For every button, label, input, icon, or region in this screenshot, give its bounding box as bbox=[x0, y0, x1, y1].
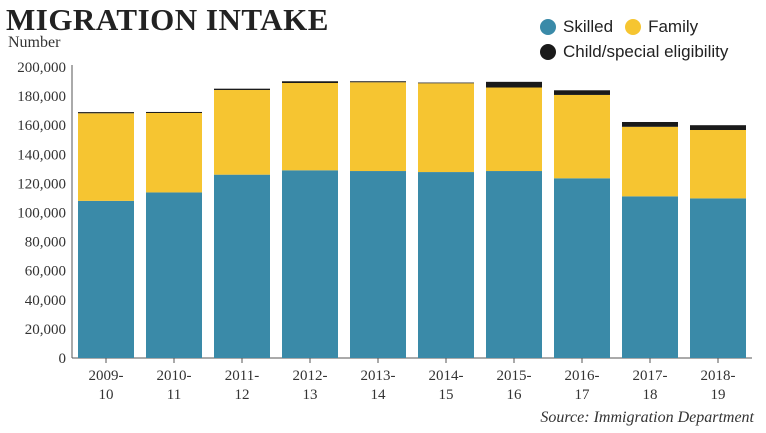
bar-child-special-eligibility bbox=[690, 125, 746, 131]
x-tick-label: 14 bbox=[371, 387, 387, 403]
bar-family bbox=[418, 83, 474, 173]
bar-child-special-eligibility bbox=[282, 81, 338, 84]
bar-skilled bbox=[486, 171, 542, 358]
legend-label-family: Family bbox=[648, 16, 699, 36]
bar-family bbox=[690, 130, 746, 199]
y-tick-label: 180,000 bbox=[17, 89, 66, 105]
x-tick-label: 15 bbox=[439, 387, 454, 403]
bar-family bbox=[486, 87, 542, 172]
x-tick-label: 2018- bbox=[701, 368, 736, 384]
bar-child-special-eligibility bbox=[554, 90, 610, 95]
bar-child-special-eligibility bbox=[622, 121, 678, 127]
x-tick-label: 18 bbox=[643, 387, 658, 403]
bar-family bbox=[350, 82, 406, 172]
bar-family bbox=[554, 94, 610, 179]
bar-skilled bbox=[622, 196, 678, 358]
legend-item-skilled: Skilled bbox=[540, 17, 613, 37]
legend-label-child-special: Child/special eligibility bbox=[563, 41, 729, 61]
y-tick-label: 100,000 bbox=[17, 206, 66, 222]
y-tick-label: 60,000 bbox=[25, 264, 66, 280]
bar-family bbox=[78, 113, 134, 201]
legend-label-skilled: Skilled bbox=[563, 16, 614, 36]
bar-skilled bbox=[78, 200, 134, 358]
bar-child-special-eligibility bbox=[350, 81, 406, 83]
bar-skilled bbox=[146, 192, 202, 358]
x-tick-label: 17 bbox=[575, 387, 591, 403]
bar-child-special-eligibility bbox=[486, 81, 542, 88]
x-tick-label: 2011- bbox=[225, 368, 259, 384]
bar-family bbox=[146, 112, 202, 193]
bar-family bbox=[282, 83, 338, 171]
bar-child-special-eligibility bbox=[78, 112, 134, 114]
y-tick-label: 80,000 bbox=[25, 235, 66, 251]
x-tick-label: 13 bbox=[303, 387, 318, 403]
x-tick-label: 11 bbox=[167, 387, 181, 403]
bar-child-special-eligibility bbox=[146, 111, 202, 113]
bar-skilled bbox=[418, 172, 474, 358]
x-tick-label: 2012- bbox=[293, 368, 328, 384]
y-tick-label: 20,000 bbox=[25, 322, 66, 338]
legend: Skilled Family Child/special eligibility bbox=[540, 14, 740, 64]
x-tick-label: 2009- bbox=[89, 368, 124, 384]
x-tick-label: 2015- bbox=[497, 368, 532, 384]
x-tick-label: 2014- bbox=[429, 368, 464, 384]
y-tick-label: 200,000 bbox=[17, 60, 66, 76]
bar-skilled bbox=[214, 174, 270, 358]
source-note: Source: Immigration Department bbox=[540, 409, 754, 426]
y-tick-label: 40,000 bbox=[25, 293, 66, 309]
bar-child-special-eligibility bbox=[418, 82, 474, 84]
y-tick-label: 0 bbox=[59, 351, 67, 367]
x-tick-label: 2010- bbox=[157, 368, 192, 384]
x-tick-label: 2013- bbox=[361, 368, 396, 384]
bar-skilled bbox=[282, 170, 338, 358]
legend-swatch-skilled bbox=[540, 18, 556, 35]
x-tick-label: 19 bbox=[711, 387, 726, 403]
bar-skilled bbox=[350, 171, 406, 358]
bar-skilled bbox=[690, 198, 746, 358]
y-tick-label: 160,000 bbox=[17, 118, 66, 134]
y-tick-label: 140,000 bbox=[17, 147, 66, 163]
legend-swatch-child-special bbox=[540, 43, 556, 60]
legend-item-child-special: Child/special eligibility bbox=[540, 42, 728, 62]
x-tick-label: 2017- bbox=[633, 368, 668, 384]
x-tick-label: 10 bbox=[99, 387, 114, 403]
x-tick-label: 16 bbox=[507, 387, 523, 403]
chart-title: MIGRATION INTAKE bbox=[6, 2, 329, 37]
x-tick-label: 2016- bbox=[565, 368, 600, 384]
bar-skilled bbox=[554, 178, 610, 358]
bar-child-special-eligibility bbox=[214, 88, 270, 90]
bar-family bbox=[622, 126, 678, 197]
legend-swatch-family bbox=[625, 18, 642, 35]
legend-item-family: Family bbox=[625, 17, 698, 37]
y-tick-label: 120,000 bbox=[17, 176, 66, 192]
x-tick-label: 12 bbox=[235, 387, 250, 403]
y-axis-label: Number bbox=[8, 34, 61, 51]
bar-family bbox=[214, 89, 270, 175]
